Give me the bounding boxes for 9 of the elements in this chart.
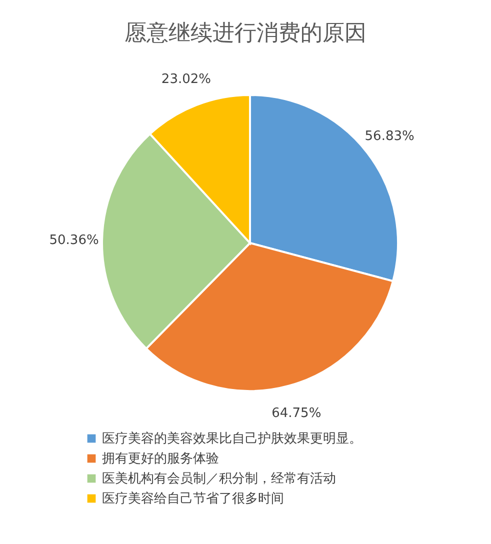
data-label: 64.75% <box>272 406 322 421</box>
data-label: 23.02% <box>161 72 211 87</box>
legend-label: 拥有更好的服务体验 <box>102 452 219 466</box>
data-label: 56.83% <box>364 128 414 144</box>
data-label: 50.36% <box>49 232 99 248</box>
legend-label: 医疗美容给自己节省了很多时间 <box>102 490 284 506</box>
legend-label: 医疗美容的美容效果比自己护肤效果更明显。 <box>102 430 362 446</box>
legend-label: 医美机构有会员制／积分制，经常有活动 <box>102 470 336 486</box>
chart-title: 愿意继续进行消费的原因 <box>124 21 366 46</box>
